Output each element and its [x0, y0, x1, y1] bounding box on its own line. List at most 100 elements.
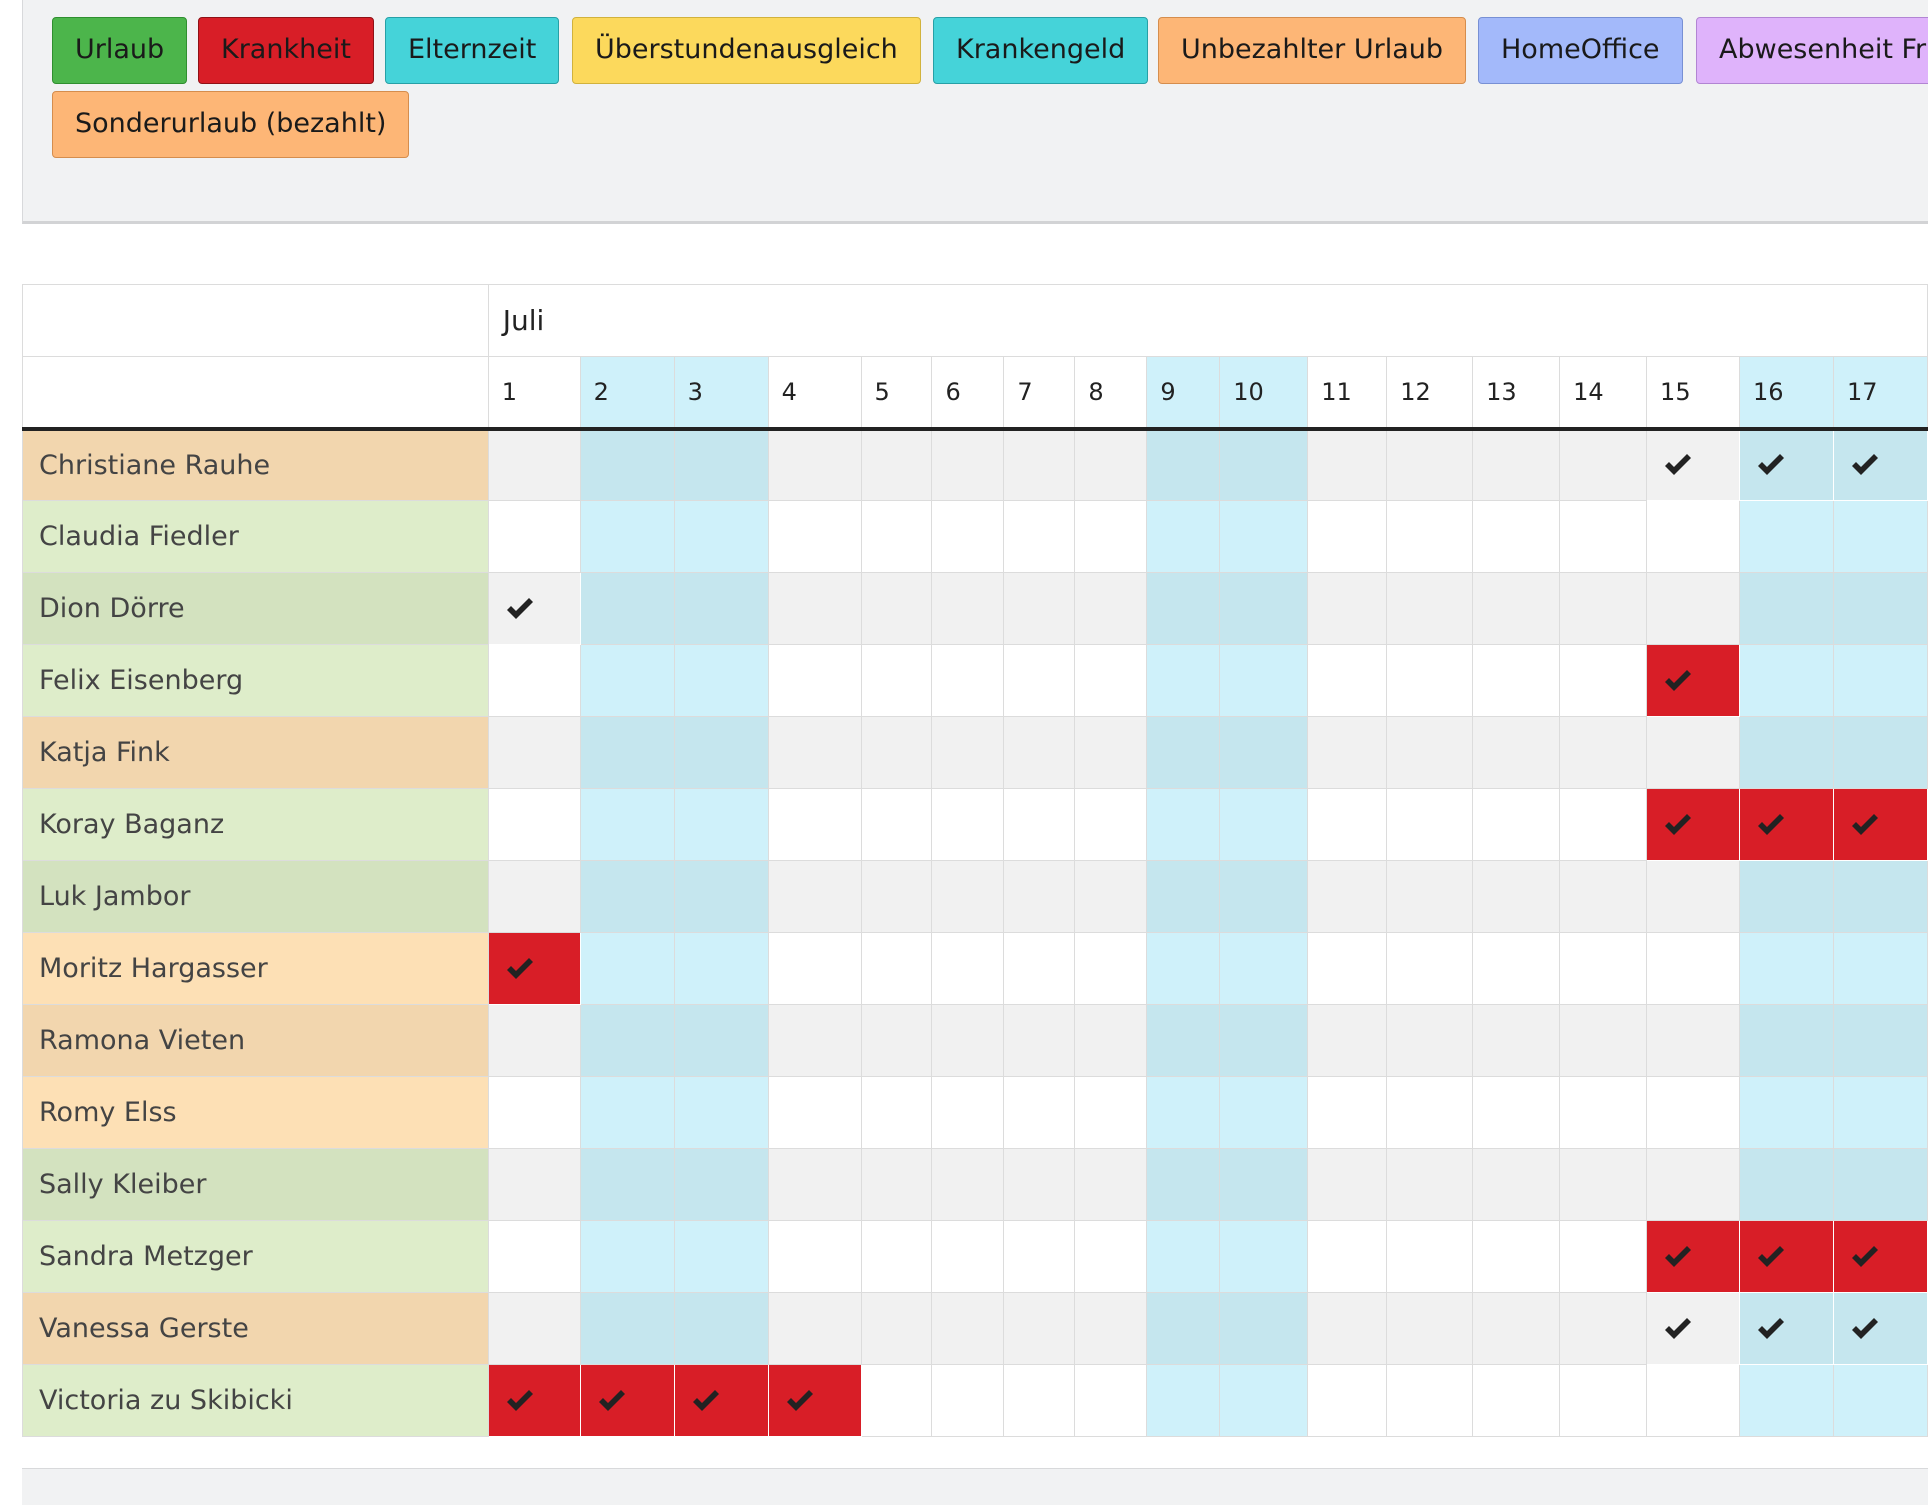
employee-name[interactable]: Felix Eisenberg [22, 644, 489, 717]
day-cell[interactable] [931, 1148, 1005, 1221]
day-cell[interactable] [931, 500, 1005, 573]
day-cell[interactable] [1646, 1004, 1740, 1077]
legend-tag-urlaub[interactable]: Urlaub [52, 17, 188, 84]
day-cell[interactable] [1074, 644, 1148, 717]
legend-tag-elternzeit[interactable]: Elternzeit [385, 17, 560, 84]
day-cell[interactable] [860, 932, 933, 1005]
day-cell[interactable] [1386, 572, 1474, 645]
day-cell[interactable] [1472, 572, 1561, 645]
day-cell[interactable] [1003, 1004, 1076, 1077]
day-cell[interactable] [1307, 1004, 1388, 1077]
day-cell[interactable] [1559, 788, 1648, 861]
day-cell[interactable] [1146, 1292, 1221, 1365]
day-cell[interactable] [860, 1076, 933, 1149]
day-cell[interactable] [1832, 716, 1928, 789]
day-cell[interactable] [860, 500, 933, 573]
day-cell[interactable] [487, 1076, 581, 1149]
day-cell[interactable] [1832, 644, 1928, 717]
day-cell[interactable] [1559, 1364, 1648, 1437]
day-cell[interactable] [1559, 716, 1648, 789]
day-cell[interactable] [931, 644, 1005, 717]
day-cell[interactable] [1219, 1292, 1309, 1365]
day-cell[interactable] [1559, 1076, 1648, 1149]
day-cell[interactable] [673, 1292, 769, 1365]
day-cell[interactable] [1219, 644, 1309, 717]
day-cell[interactable] [1146, 1004, 1221, 1077]
day-cell[interactable] [1074, 1148, 1148, 1221]
day-cell-absent[interactable] [487, 932, 581, 1005]
day-cell[interactable] [1003, 572, 1076, 645]
day-cell[interactable] [673, 932, 769, 1005]
day-cell[interactable] [579, 788, 675, 861]
day-cell[interactable] [1472, 716, 1561, 789]
day-cell[interactable] [1146, 1364, 1221, 1437]
day-cell[interactable] [1386, 716, 1474, 789]
employee-name[interactable]: Christiane Rauhe [22, 428, 489, 501]
day-cell-absent[interactable] [1832, 1292, 1928, 1365]
day-cell-absent[interactable] [1739, 1220, 1834, 1293]
day-cell[interactable] [1074, 932, 1148, 1005]
day-cell[interactable] [487, 428, 581, 501]
day-cell[interactable] [579, 932, 675, 1005]
employee-name[interactable]: Claudia Fiedler [22, 500, 489, 573]
day-cell[interactable] [1219, 1364, 1309, 1437]
day-cell[interactable] [579, 1004, 675, 1077]
day-cell[interactable] [1219, 572, 1309, 645]
day-cell[interactable] [1472, 428, 1561, 501]
day-cell[interactable] [1386, 1292, 1474, 1365]
day-cell-absent[interactable] [1739, 788, 1834, 861]
day-cell[interactable] [1386, 1220, 1474, 1293]
day-cell[interactable] [1219, 1004, 1309, 1077]
day-cell[interactable] [1307, 1364, 1388, 1437]
day-cell[interactable] [1646, 1364, 1740, 1437]
day-cell[interactable] [1307, 860, 1388, 933]
day-cell[interactable] [1386, 1004, 1474, 1077]
day-cell[interactable] [579, 572, 675, 645]
day-cell[interactable] [1074, 788, 1148, 861]
day-cell[interactable] [1472, 788, 1561, 861]
day-cell[interactable] [1386, 1148, 1474, 1221]
day-cell[interactable] [1307, 644, 1388, 717]
employee-name[interactable]: Romy Elss [22, 1076, 489, 1149]
day-cell[interactable] [931, 1004, 1005, 1077]
day-cell[interactable] [487, 644, 581, 717]
day-cell[interactable] [1307, 932, 1388, 1005]
day-cell[interactable] [1074, 1004, 1148, 1077]
day-cell-absent[interactable] [487, 1364, 581, 1437]
day-cell[interactable] [1074, 1076, 1148, 1149]
day-cell[interactable] [1003, 1220, 1076, 1293]
day-cell[interactable] [860, 1364, 933, 1437]
day-cell[interactable] [1739, 1148, 1834, 1221]
day-cell[interactable] [1832, 1076, 1928, 1149]
day-cell[interactable] [1832, 1364, 1928, 1437]
day-cell[interactable] [1739, 644, 1834, 717]
day-cell[interactable] [487, 1004, 581, 1077]
day-cell[interactable] [860, 572, 933, 645]
day-cell[interactable] [1146, 572, 1221, 645]
day-cell[interactable] [1074, 860, 1148, 933]
day-cell-absent[interactable] [1739, 1292, 1834, 1365]
day-cell[interactable] [487, 860, 581, 933]
day-cell[interactable] [860, 788, 933, 861]
day-cell-absent[interactable] [1646, 428, 1740, 501]
day-cell[interactable] [1646, 572, 1740, 645]
day-cell[interactable] [1386, 644, 1474, 717]
day-cell[interactable] [1074, 1364, 1148, 1437]
day-cell[interactable] [1646, 932, 1740, 1005]
legend-tag-unbezahlter-urlaub[interactable]: Unbezahlter Urlaub [1158, 17, 1466, 84]
day-cell[interactable] [1646, 716, 1740, 789]
day-cell[interactable] [767, 572, 862, 645]
day-cell[interactable] [1146, 1148, 1221, 1221]
day-cell[interactable] [1472, 932, 1561, 1005]
employee-name[interactable]: Victoria zu Skibicki [22, 1364, 489, 1437]
day-cell[interactable] [1307, 1076, 1388, 1149]
day-cell[interactable] [1146, 788, 1221, 861]
legend-tag-sonderurlaub-bezahlt[interactable]: Sonderurlaub (bezahlt) [52, 91, 410, 158]
day-cell-absent[interactable] [1646, 788, 1740, 861]
day-cell[interactable] [579, 1292, 675, 1365]
day-cell[interactable] [860, 1292, 933, 1365]
day-cell[interactable] [1472, 1148, 1561, 1221]
day-cell[interactable] [1003, 1148, 1076, 1221]
day-cell[interactable] [860, 644, 933, 717]
day-cell[interactable] [931, 1076, 1005, 1149]
